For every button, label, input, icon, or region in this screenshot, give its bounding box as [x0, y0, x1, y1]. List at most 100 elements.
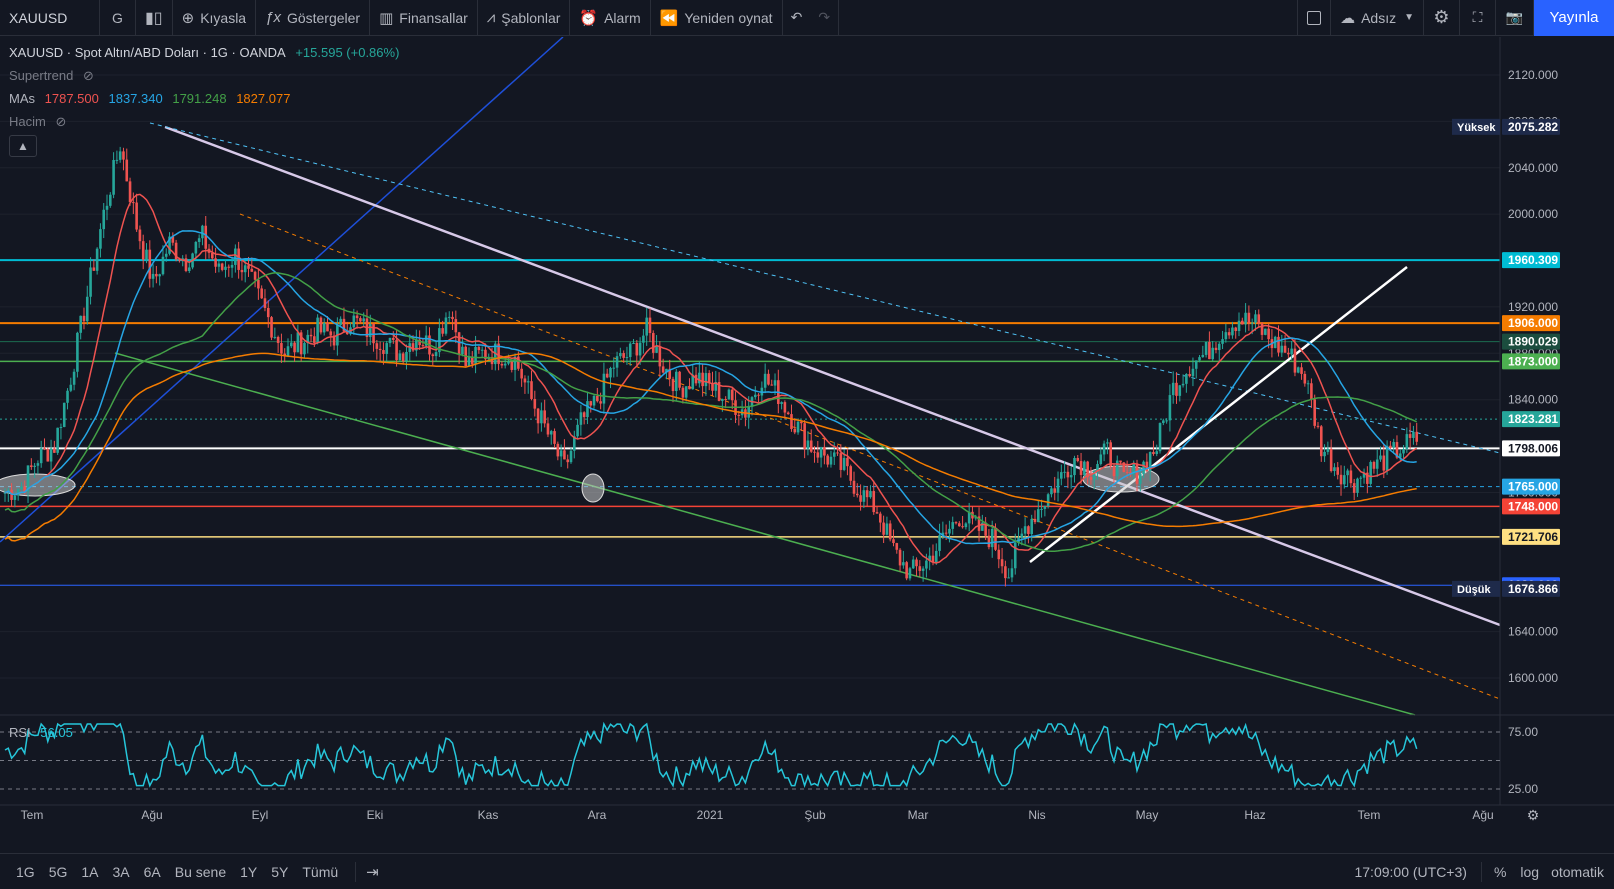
eye-off-icon[interactable]: ⊘ — [55, 114, 67, 129]
candle-up — [806, 440, 810, 449]
candle-down — [589, 401, 593, 406]
timeframe-6a[interactable]: 6A — [143, 863, 161, 880]
auto-toggle[interactable]: otomatik — [1551, 863, 1604, 880]
candle-up — [747, 406, 750, 418]
time-axis[interactable]: Tem Ağu Eyl Eki Kas Ara 2021 Şub Mar Nis May Haz Tem… — [0, 804, 1614, 823]
timeframe-bu-sene[interactable]: Bu sene — [174, 863, 227, 880]
gear-icon[interactable]: ⚙ — [1527, 807, 1540, 823]
price-tag-prefix: Yüksek — [1457, 122, 1496, 134]
replay-button[interactable]: ⏪ Yeniden oynat — [651, 0, 783, 36]
price-tick-label: 2120.000 — [1508, 68, 1558, 82]
candle-down — [329, 331, 333, 336]
timeframe-5y[interactable]: 5Y — [271, 863, 289, 880]
candle-down — [211, 252, 214, 259]
candle-down — [688, 386, 691, 390]
publish-button[interactable]: Yayınla — [1534, 0, 1614, 36]
candle-up — [684, 386, 688, 398]
rsi-pane[interactable]: 75.00 25.00 — [0, 714, 1614, 796]
interval-button[interactable]: G — [100, 0, 136, 36]
candle-down — [319, 317, 323, 333]
candles-layer — [3, 146, 1419, 587]
collapse-legend-button[interactable]: ▲ — [9, 135, 37, 157]
candle-up — [612, 367, 616, 369]
candle-up — [112, 160, 115, 195]
candle-up — [721, 399, 724, 401]
candle-down — [730, 389, 734, 401]
candle-up — [1244, 312, 1247, 325]
timeframe-1g[interactable]: 1G — [16, 863, 35, 880]
candle-up — [187, 267, 191, 271]
candle-up — [1056, 478, 1060, 493]
main-pane[interactable] — [0, 37, 1500, 715]
candle-down — [53, 448, 56, 453]
mas-legend[interactable]: MAs 1787.500 1837.340 1791.248 1827.077 — [9, 91, 296, 106]
candle-up — [559, 450, 563, 457]
timeframe-3a[interactable]: 3A — [112, 863, 130, 880]
chart-type-button[interactable]: ▮▯ — [136, 0, 173, 36]
candle-up — [1181, 383, 1185, 386]
candle-down — [523, 378, 527, 383]
candle-down — [1287, 352, 1290, 355]
candle-down — [865, 490, 869, 498]
timeframe-5g[interactable]: 5G — [48, 863, 68, 880]
price-axis[interactable]: 2120.0002080.0002040.0002000.0001960.000… — [1452, 37, 1614, 805]
percent-toggle[interactable]: % — [1493, 863, 1507, 880]
indicators-label: Göstergeler — [286, 9, 361, 26]
candle-up — [1194, 360, 1198, 369]
indicators-button[interactable]: ƒx Göstergeler — [256, 0, 371, 36]
chart-area[interactable]: 2120.0002080.0002040.0002000.0001960.000… — [0, 36, 1614, 853]
snapshot-button[interactable]: 📷 — [1496, 0, 1534, 36]
candle-up — [1211, 347, 1214, 360]
candle-up — [62, 402, 66, 427]
candle-down — [1336, 467, 1340, 475]
candle-down — [1389, 445, 1392, 448]
price-tag — [1502, 333, 1560, 350]
timeframe-1a[interactable]: 1A — [81, 863, 99, 880]
candle-up — [645, 317, 648, 336]
volume-legend[interactable]: Hacim ⊘ — [9, 114, 72, 130]
settings-button[interactable]: ⚙ — [1424, 0, 1460, 36]
candle-up — [1385, 445, 1389, 471]
timeframe-1y[interactable]: 1Y — [240, 863, 258, 880]
candle-up — [964, 523, 968, 528]
candle-down — [855, 493, 859, 496]
financials-button[interactable]: ▥ Finansallar — [370, 0, 478, 36]
layout-name-button[interactable]: ☁ Adsız ▼ — [1331, 0, 1424, 36]
candle-up — [1162, 420, 1165, 424]
symbol-search[interactable]: XAUUSD — [0, 0, 100, 36]
time-tick-label: 2021 — [697, 808, 724, 822]
candle-up — [1083, 461, 1086, 475]
date-range-icon[interactable]: ⇥ — [366, 863, 379, 881]
price-tick-label: 1920.000 — [1508, 300, 1558, 314]
layout-select-button[interactable] — [1297, 0, 1332, 36]
alert-button[interactable]: ⏰ Alarm — [570, 0, 651, 36]
candle-up — [1392, 442, 1395, 448]
undo-icon: ↶ — [790, 9, 803, 25]
price-chart[interactable]: 2120.0002080.0002040.0002000.0001960.000… — [0, 36, 1614, 853]
candle-up — [362, 318, 365, 322]
candle-down — [984, 522, 987, 536]
candle-up — [579, 412, 583, 425]
candle-down — [1227, 332, 1231, 336]
timeframe-tümü[interactable]: Tümü — [302, 863, 339, 880]
log-toggle[interactable]: log — [1520, 863, 1540, 880]
candle-up — [1102, 443, 1106, 455]
eye-off-icon[interactable]: ⊘ — [82, 68, 94, 83]
candle-down — [299, 332, 303, 355]
price-tag — [1502, 580, 1560, 597]
redo-button[interactable]: ↷ — [810, 0, 840, 36]
fullscreen-button[interactable]: ⛶ — [1460, 0, 1496, 36]
candle-down — [418, 339, 421, 346]
supertrend-legend[interactable]: Supertrend ⊘ — [9, 68, 100, 84]
undo-button[interactable]: ↶ — [783, 0, 811, 36]
candle-down — [220, 263, 224, 270]
top-toolbar: XAUUSD G ▮▯ ⊕ Kıyasla ƒx Göstergeler ▥ F… — [0, 0, 1614, 36]
compare-button[interactable]: ⊕ Kıyasla — [173, 0, 257, 36]
templates-button[interactable]: ⩘ Şablonlar — [478, 0, 571, 36]
price-tag-label: 1890.029 — [1508, 335, 1558, 349]
candle-down — [392, 337, 395, 340]
candle-up — [1178, 385, 1182, 396]
timeframe-list: 1G 5G 1A 3A 6A Bu sene 1Y 5Y Tümü — [9, 864, 345, 880]
candle-down — [355, 315, 359, 319]
price-tag-prefix: Düşük — [1457, 584, 1492, 596]
